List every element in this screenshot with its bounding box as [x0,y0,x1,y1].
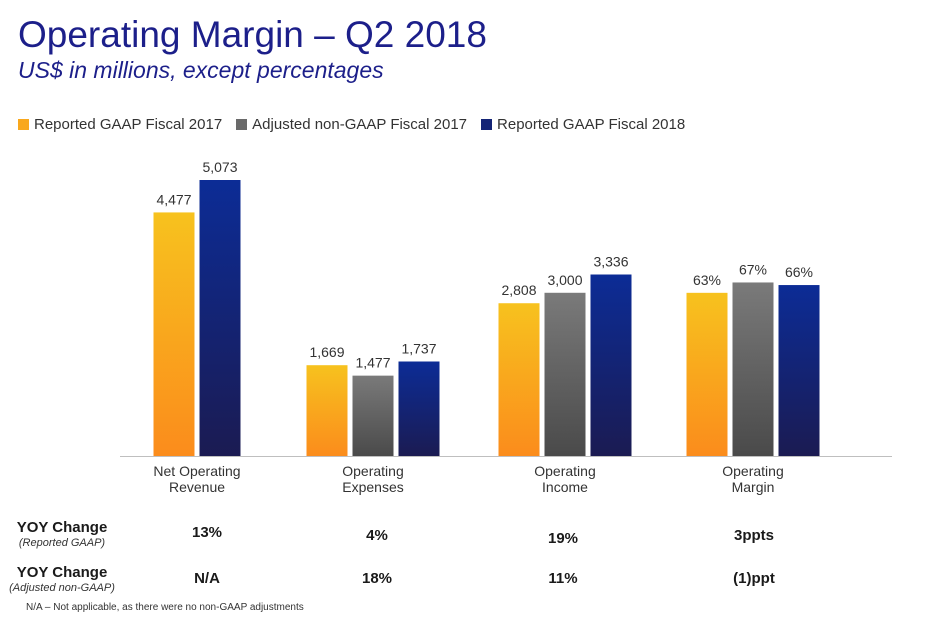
yoy-reported-title: YOY Change [16,519,108,536]
yoy-reported-margin: 3ppts [733,527,774,544]
bar-label-gaap-2017-1: 4,477 [156,191,191,207]
yoy-reported-revenue: 13% [191,524,223,541]
category-label-2: Operating Expenses [342,463,403,495]
legend-item-nongaap-2017: Adjusted non-GAAP Fiscal 2017 [236,116,467,133]
category-labels: Net Operating Revenue Operating Expenses Ope… [153,463,783,495]
bar-gaap-2017-4 [686,292,728,456]
legend-label-nongaap-2017: Adjusted non-GAAP Fiscal 2017 [252,116,468,133]
yoy-adjusted-margin: (1)ppt [733,570,775,587]
bar-label-nongaap-2017-4: 67% [739,261,767,277]
page-subtitle: US$ in millions, except percentages [18,57,384,83]
bar-nongaap-2017-3 [544,292,586,456]
bar-label-gaap-2017-2: 1,669 [309,344,344,360]
legend-label-gaap-2018: Reported GAAP Fiscal 2018 [497,116,686,133]
chart-legend: Reported GAAP Fiscal 2017 Adjusted non-G… [18,116,685,133]
category-label-1: Net Operating Revenue [153,463,240,495]
yoy-reported-subtitle: (Reported GAAP) [18,537,106,549]
page-title: Operating Margin – Q2 2018 [18,14,487,55]
yoy-adjusted-expenses: 18% [361,570,393,587]
bar-label-gaap-2018-3: 3,336 [593,254,628,270]
legend-label-gaap-2017: Reported GAAP Fiscal 2017 [34,116,223,133]
yoy-adjusted-subtitle: (Adjusted non-GAAP) [9,582,115,594]
legend-swatch-gaap-2017 [18,119,29,130]
footnote: N/A – Not applicable, as there were no n… [26,602,304,613]
bar-gaap-2018-4 [778,285,820,456]
yoy-reported-expenses: 4% [366,527,388,544]
bar-group: 4,477 5,073 1,669 1,477 1,737 2,808 3,000 3,336… [153,159,820,456]
bar-gaap-2018-1 [199,180,241,456]
bar-label-gaap-2018-1: 5,073 [202,159,237,175]
yoy-adjusted-title: YOY Change [16,564,108,581]
bar-label-nongaap-2017-2: 1,477 [355,355,390,371]
yoy-adjusted-revenue: N/A [194,570,220,587]
bar-gaap-2017-2 [306,365,348,456]
legend-item-gaap-2017: Reported GAAP Fiscal 2017 [18,116,222,133]
bar-nongaap-2017-2 [352,375,394,456]
category-label-4: Operating Margin [722,463,783,495]
yoy-adjusted-income: 11% [548,570,578,587]
legend-item-gaap-2018: Reported GAAP Fiscal 2018 [481,116,685,133]
legend-swatch-gaap-2018 [481,119,493,130]
bar-gaap-2018-2 [398,361,440,456]
category-label-3: Operating Income [534,463,595,495]
bar-label-gaap-2017-4: 63% [693,272,721,288]
bar-gaap-2017-3 [498,303,540,456]
bar-label-nongaap-2017-3: 3,000 [547,272,582,288]
bar-label-gaap-2017-3: 2,808 [501,282,536,298]
bar-gaap-2018-3 [590,274,632,456]
legend-swatch-nongaap-2017 [236,119,248,130]
bar-gaap-2017-1 [153,212,195,456]
yoy-reported-income: 19% [547,530,579,547]
bar-label-gaap-2018-4: 66% [785,264,813,280]
bar-nongaap-2017-4 [732,282,774,456]
bar-label-gaap-2018-2: 1,737 [401,340,436,356]
